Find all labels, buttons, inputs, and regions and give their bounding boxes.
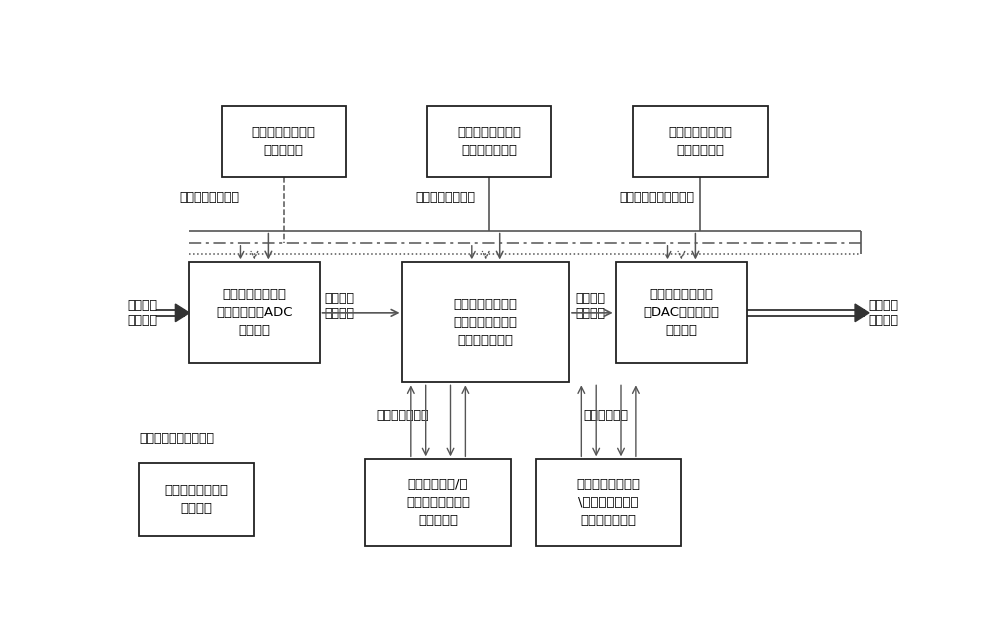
Bar xyxy=(365,459,511,546)
Bar xyxy=(536,459,681,546)
Text: 多路输入
射频信号: 多路输入 射频信号 xyxy=(127,299,157,327)
Text: 多路输出
数字信号: 多路输出 数字信号 xyxy=(575,293,605,321)
Polygon shape xyxy=(855,304,869,322)
Text: 多路输出
射频信号: 多路输出 射频信号 xyxy=(868,299,898,327)
Text: 各路电压电流输出: 各路电压电流输出 xyxy=(179,191,239,204)
Text: 多路高一致性可直
接射频采样的ADC
采样模块: 多路高一致性可直 接射频采样的ADC 采样模块 xyxy=(216,288,293,337)
Bar xyxy=(427,106,551,177)
Text: 统一化板上配置与
状态管理模块: 统一化板上配置与 状态管理模块 xyxy=(668,126,732,156)
Text: 各路时钟信号输出: 各路时钟信号输出 xyxy=(416,191,476,204)
Bar xyxy=(402,263,569,382)
Text: 支持多路千兆/万
兆的对外通信与数
据交互模块: 支持多路千兆/万 兆的对外通信与数 据交互模块 xyxy=(406,478,470,527)
Text: 表面接触各个高热器件: 表面接触各个高热器件 xyxy=(139,432,214,445)
Text: 类型丰富支持业务
\计算资源扩展的
可扩展接口模块: 类型丰富支持业务 \计算资源扩展的 可扩展接口模块 xyxy=(577,478,641,527)
Bar xyxy=(189,263,320,363)
Text: 多路输入
数字信号: 多路输入 数字信号 xyxy=(324,293,354,321)
Text: 通信与数据交互: 通信与数据交互 xyxy=(376,409,429,422)
Bar xyxy=(222,106,346,177)
Text: 多路高一致低谐波
的DAC恢复与信号
输出模块: 多路高一致低谐波 的DAC恢复与信号 输出模块 xyxy=(643,288,719,337)
Text: 专用高效散热结构
组件模块: 专用高效散热结构 组件模块 xyxy=(164,484,228,515)
Bar xyxy=(139,463,254,536)
Text: 各路配置管理信号输出: 各路配置管理信号输出 xyxy=(619,191,694,204)
Bar xyxy=(633,106,768,177)
Polygon shape xyxy=(175,304,189,322)
Bar xyxy=(616,263,747,363)
Text: 高一致性多级时钟
生成与分配模块: 高一致性多级时钟 生成与分配模块 xyxy=(457,126,521,156)
Text: 支持多电压大电流
的电源模块: 支持多电压大电流 的电源模块 xyxy=(252,126,316,156)
Text: 扩展信号交互: 扩展信号交互 xyxy=(583,409,628,422)
Text: 多芯片互联组合海
量资源的数字处理
与数据存储模块: 多芯片互联组合海 量资源的数字处理 与数据存储模块 xyxy=(454,298,518,347)
